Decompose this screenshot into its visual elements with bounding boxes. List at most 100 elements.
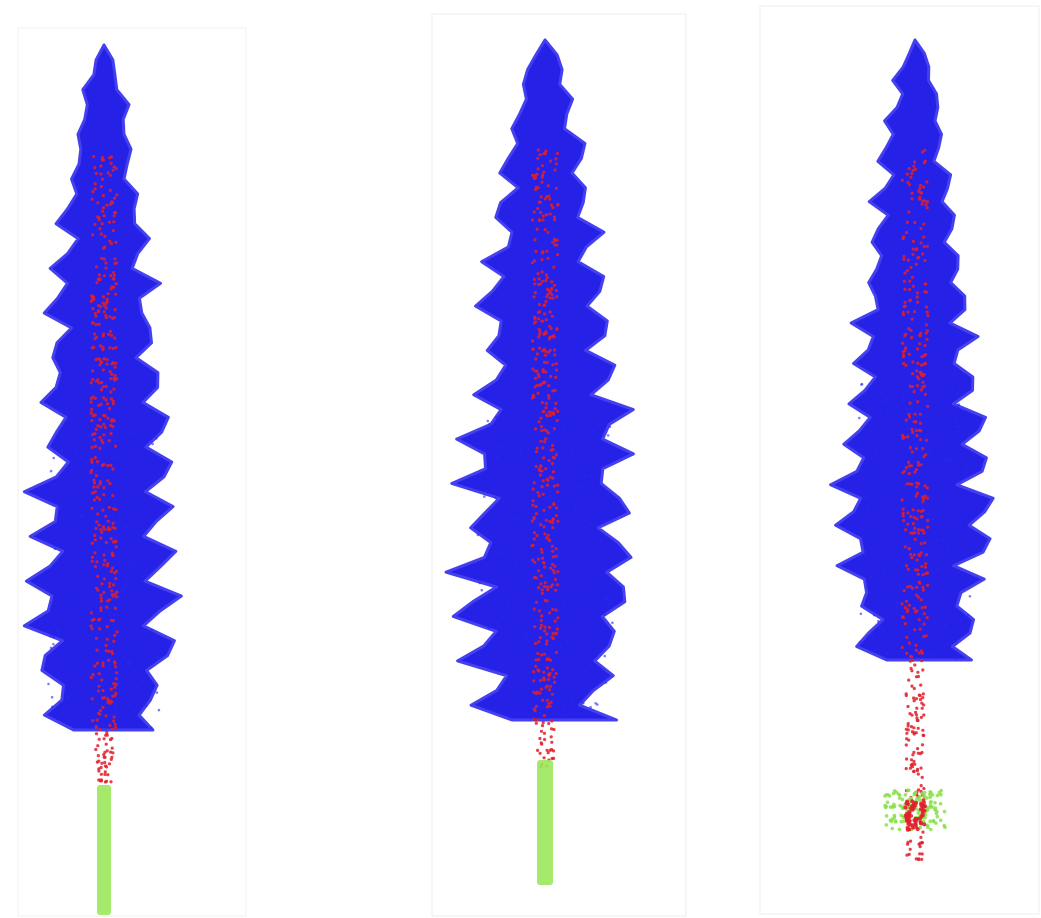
stem-point: [555, 609, 558, 612]
stem-point: [921, 381, 924, 384]
stem-point: [540, 548, 543, 551]
stem-point: [112, 361, 115, 364]
foliage-point: [520, 452, 523, 455]
stem-point: [112, 640, 115, 643]
foliage-point: [481, 589, 484, 592]
stem-point: [917, 190, 920, 193]
stem-point: [922, 532, 925, 535]
stem-point: [91, 346, 94, 349]
foliage-point: [961, 409, 964, 412]
stem-point: [534, 377, 537, 380]
stem-point: [913, 699, 916, 702]
foliage-point: [51, 696, 54, 699]
foliage-point: [82, 667, 85, 670]
stem-point: [916, 400, 919, 403]
foliage-point: [589, 475, 592, 478]
stem-point: [541, 320, 544, 323]
stem-point: [107, 650, 110, 653]
stem-point: [546, 666, 549, 669]
stem-point: [905, 743, 908, 746]
stem-point: [94, 312, 97, 315]
stem-point: [906, 221, 909, 224]
stem-point: [100, 232, 103, 235]
stem-point: [910, 197, 913, 200]
foliage-point: [558, 551, 561, 554]
stem-point: [98, 447, 101, 450]
stem-point: [913, 221, 916, 224]
stem-point: [923, 541, 926, 544]
stem-point: [548, 198, 551, 201]
stem-point: [541, 280, 544, 283]
stem-point: [541, 218, 544, 221]
stem-point: [97, 769, 100, 772]
stem-point: [89, 624, 92, 627]
foliage-point: [125, 526, 128, 529]
stem-point: [925, 572, 928, 575]
stem-point: [110, 619, 113, 622]
stem-point: [544, 467, 547, 470]
stem-point: [912, 285, 915, 288]
point-cloud-figure: [0, 0, 1041, 918]
stem-point: [926, 245, 929, 248]
tree-crown: [446, 40, 633, 720]
foliage-point: [869, 531, 872, 534]
stem-point: [535, 705, 538, 708]
stem-point: [907, 413, 910, 416]
stem-point: [924, 566, 927, 569]
stem-point: [915, 586, 918, 589]
stem-point: [903, 589, 906, 592]
stem-point: [538, 277, 541, 280]
stem-point: [920, 858, 923, 861]
foliage-point: [85, 693, 88, 696]
stem-point: [545, 250, 548, 253]
stem-point: [108, 506, 111, 509]
stem-point: [922, 635, 925, 638]
foliage-point: [877, 620, 880, 623]
foliage-point: [596, 501, 599, 504]
stem-point: [534, 317, 537, 320]
stem-point: [911, 169, 914, 172]
stem-point: [543, 629, 546, 632]
stem-point: [911, 360, 914, 363]
stem-point: [100, 361, 103, 364]
stem-point: [113, 165, 116, 168]
stem-point: [542, 678, 545, 681]
stem-point: [110, 334, 113, 337]
stem-point: [534, 665, 537, 668]
stem-point: [108, 762, 111, 765]
foliage-point: [566, 640, 569, 643]
stem-point: [926, 314, 929, 317]
stem-point: [920, 598, 923, 601]
stem-point: [102, 368, 105, 371]
foliage-point: [951, 458, 954, 461]
ground-point: [898, 828, 902, 832]
stem-point: [113, 257, 116, 260]
stem-point: [923, 161, 926, 164]
foliage-point: [559, 646, 562, 649]
foliage-point: [860, 516, 863, 519]
stem-point: [99, 528, 102, 531]
foliage-point: [56, 586, 59, 589]
stem-point: [924, 282, 927, 285]
foliage-point: [520, 444, 523, 447]
stem-point: [920, 373, 923, 376]
stem-point: [915, 517, 918, 520]
stem-point: [902, 519, 905, 522]
foliage-point: [488, 627, 491, 630]
stem-point: [535, 512, 538, 515]
stem-point: [551, 444, 554, 447]
foliage-point: [873, 614, 876, 617]
stem-point: [99, 344, 102, 347]
foliage-point: [882, 630, 885, 633]
stem-point: [902, 362, 905, 365]
stem-point: [925, 323, 928, 326]
stem-point: [537, 317, 540, 320]
stem-point: [537, 373, 540, 376]
stem-point: [111, 201, 114, 204]
stem-point: [107, 417, 110, 420]
stem-point: [90, 381, 93, 384]
foliage-point: [527, 632, 530, 635]
stem-point: [533, 210, 536, 213]
stem-point: [915, 713, 918, 716]
stem-point: [924, 353, 927, 356]
